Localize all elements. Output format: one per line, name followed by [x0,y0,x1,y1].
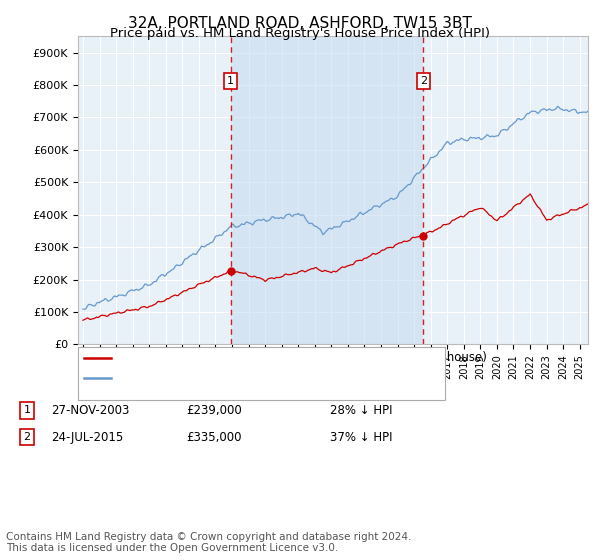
Text: 2: 2 [23,432,31,442]
Text: 1: 1 [23,405,31,416]
Text: HPI: Average price, detached house, Spelthorne: HPI: Average price, detached house, Spel… [115,371,398,385]
Text: 32A, PORTLAND ROAD, ASHFORD, TW15 3BT (detached house): 32A, PORTLAND ROAD, ASHFORD, TW15 3BT (d… [115,351,487,365]
Text: £239,000: £239,000 [186,404,242,417]
Text: 2: 2 [419,76,427,86]
Text: 37% ↓ HPI: 37% ↓ HPI [330,431,392,444]
Text: Contains HM Land Registry data © Crown copyright and database right 2024.
This d: Contains HM Land Registry data © Crown c… [6,531,412,553]
Text: 1: 1 [227,76,234,86]
Text: 28% ↓ HPI: 28% ↓ HPI [330,404,392,417]
Text: 27-NOV-2003: 27-NOV-2003 [51,404,130,417]
Text: 32A, PORTLAND ROAD, ASHFORD, TW15 3BT: 32A, PORTLAND ROAD, ASHFORD, TW15 3BT [128,16,472,31]
Text: 24-JUL-2015: 24-JUL-2015 [51,431,123,444]
Text: Price paid vs. HM Land Registry's House Price Index (HPI): Price paid vs. HM Land Registry's House … [110,27,490,40]
Text: £335,000: £335,000 [186,431,241,444]
Bar [230,36,423,344]
